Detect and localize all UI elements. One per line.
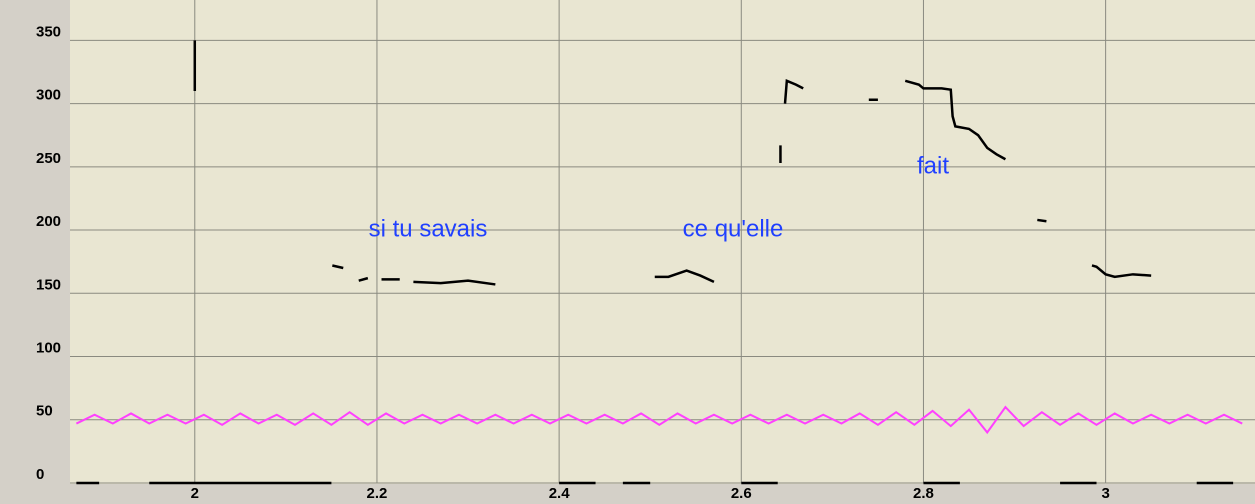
- x-axis-panel: [70, 484, 1255, 504]
- annotation: fait: [917, 152, 949, 179]
- pitch-line: [193, 40, 1152, 286]
- x-tick-label: 3: [1101, 485, 1109, 502]
- annotation: si tu savais: [369, 215, 488, 242]
- y-tick-label: 200: [36, 213, 61, 230]
- x-tick-label: 2.2: [367, 485, 388, 502]
- pitch-line: [75, 405, 1243, 435]
- y-tick-label: 250: [36, 150, 61, 167]
- y-tick-label: 100: [36, 339, 61, 356]
- y-tick-label: 150: [36, 276, 61, 293]
- annotation: ce qu'elle: [683, 215, 784, 242]
- y-axis-panel: [0, 0, 70, 504]
- y-tick-label: 50: [36, 403, 53, 420]
- x-tick-label: 2.8: [913, 485, 934, 502]
- x-tick-label: 2.4: [549, 485, 571, 502]
- y-tick-label: 350: [36, 23, 61, 40]
- y-tick-label: 300: [36, 87, 61, 104]
- x-tick-label: 2: [191, 485, 199, 502]
- y-tick-label: 0: [36, 466, 44, 483]
- plot-area: [70, 0, 1255, 484]
- x-tick-label: 2.6: [731, 485, 752, 502]
